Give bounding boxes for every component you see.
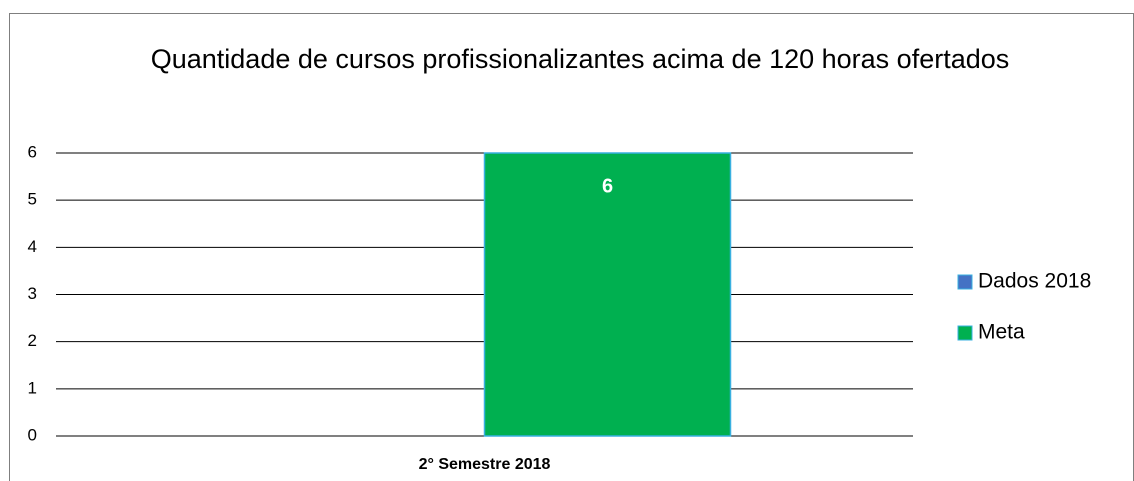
y-tick-label: 5 [28,190,37,209]
y-tick-label: 3 [28,284,37,303]
y-tick-label: 6 [28,142,37,161]
legend-label: Dados 2018 [978,270,1091,293]
y-tick-label: 0 [28,425,37,444]
legend-swatch [957,325,973,341]
chart-title: Quantidade de cursos profissionalizantes… [150,44,1010,74]
y-tick-label: 1 [28,378,37,397]
legend-label: Meta [978,321,1025,344]
y-tick-label: 4 [28,237,37,256]
bar [483,152,732,437]
data-label: 6 [602,175,613,197]
y-tick-label: 2 [28,331,37,350]
x-tick-label: 2° Semestre 2018 [419,456,551,473]
legend-swatch [957,274,973,290]
